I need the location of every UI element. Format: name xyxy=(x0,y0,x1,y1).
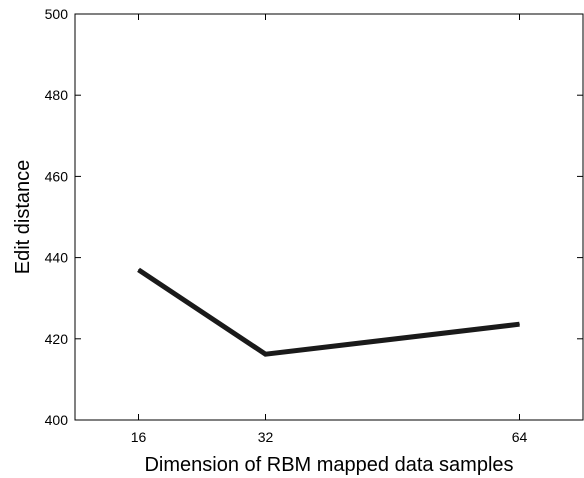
series-layer xyxy=(137,267,520,357)
y-axis-label: Edit distance xyxy=(12,160,34,275)
x-axis-label: Dimension of RBM mapped data samples xyxy=(144,454,513,476)
series-point xyxy=(138,269,139,271)
y-tick-label: 460 xyxy=(45,168,69,184)
series-point xyxy=(265,353,266,355)
y-tick-label: 420 xyxy=(45,331,69,347)
x-tick-label: 32 xyxy=(258,429,274,445)
plot-area xyxy=(74,13,584,421)
series-point xyxy=(519,323,520,325)
y-tick-label: 400 xyxy=(45,412,69,428)
y-axis-ticks: 400 420 440 460 480 500 xyxy=(45,6,583,428)
x-axis-ticks: 16 32 64 xyxy=(131,14,528,445)
y-tick-label: 500 xyxy=(45,6,69,22)
x-tick-label: 16 xyxy=(131,429,147,445)
y-tick-label: 480 xyxy=(45,87,69,103)
y-tick-label: 440 xyxy=(45,250,69,266)
x-tick-label: 64 xyxy=(512,429,528,445)
